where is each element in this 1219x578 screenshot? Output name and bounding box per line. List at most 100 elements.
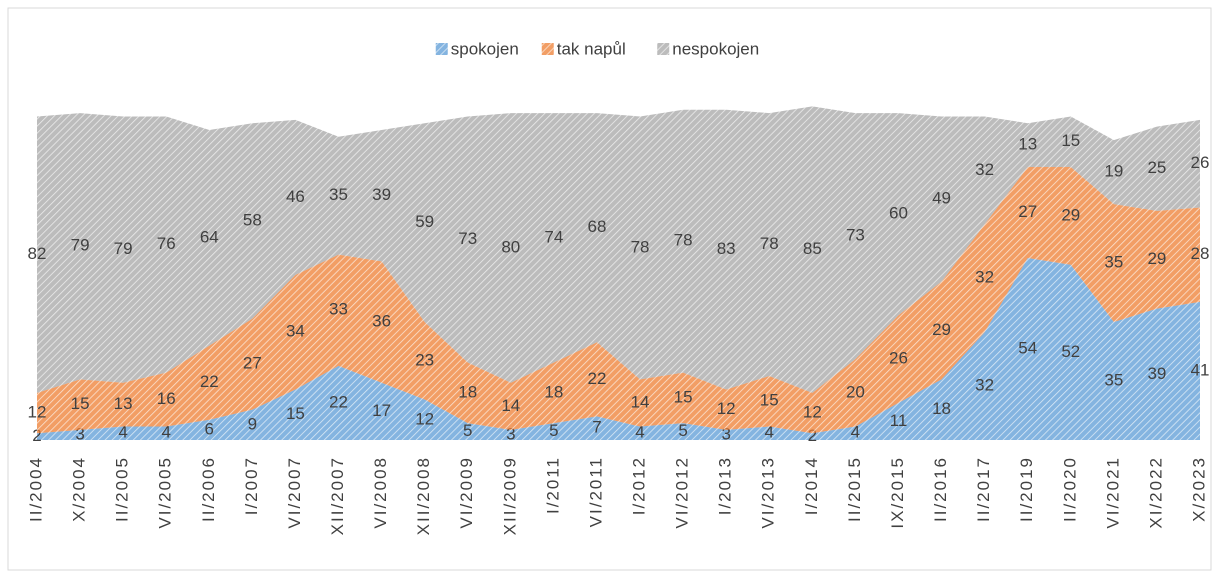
x-tick-label: I/2013 bbox=[716, 456, 735, 515]
x-tick-label: XII/2008 bbox=[414, 456, 433, 535]
data-label: 79 bbox=[114, 239, 133, 258]
x-tick-label: X/2023 bbox=[1189, 456, 1208, 522]
data-label: 3 bbox=[721, 424, 730, 443]
data-label: 83 bbox=[717, 239, 736, 258]
data-label: 5 bbox=[463, 421, 472, 440]
data-label: 5 bbox=[678, 421, 687, 440]
x-tick-label: II/2017 bbox=[974, 456, 993, 522]
legend-label: spokojen bbox=[451, 39, 519, 58]
data-label: 15 bbox=[1061, 131, 1080, 150]
data-label: 33 bbox=[329, 300, 348, 319]
data-label: 41 bbox=[1191, 360, 1210, 379]
x-tick-label: XI/2022 bbox=[1146, 456, 1165, 529]
data-label: 52 bbox=[1061, 342, 1080, 361]
x-tick-label: VI/2012 bbox=[673, 456, 692, 529]
data-label: 5 bbox=[549, 421, 558, 440]
data-label: 39 bbox=[372, 185, 391, 204]
data-label: 73 bbox=[846, 226, 865, 245]
data-label: 78 bbox=[674, 231, 693, 250]
data-label: 78 bbox=[631, 237, 650, 256]
x-tick-label: VI/2011 bbox=[586, 456, 605, 527]
data-label: 20 bbox=[846, 382, 865, 401]
data-label: 17 bbox=[372, 401, 391, 420]
data-label: 76 bbox=[157, 234, 176, 253]
x-tick-label: IX/2015 bbox=[888, 456, 907, 529]
legend-label: tak napůl bbox=[557, 39, 626, 58]
data-label: 18 bbox=[932, 399, 951, 418]
legend-swatch bbox=[541, 43, 554, 55]
x-tick-label: I/2007 bbox=[242, 456, 261, 515]
data-label: 25 bbox=[1147, 158, 1166, 177]
legend-label: nespokojen bbox=[672, 39, 759, 58]
data-label: 54 bbox=[1018, 338, 1037, 357]
data-label: 4 bbox=[765, 423, 774, 442]
data-label: 4 bbox=[118, 423, 127, 442]
x-tick-label: II/2020 bbox=[1060, 456, 1079, 522]
data-label: 4 bbox=[161, 423, 170, 442]
data-label: 26 bbox=[889, 349, 908, 368]
data-label: 36 bbox=[372, 312, 391, 331]
x-tick-label: VI/2008 bbox=[371, 456, 390, 529]
data-label: 13 bbox=[1018, 135, 1037, 154]
data-label: 2 bbox=[32, 426, 41, 445]
data-label: 18 bbox=[458, 382, 477, 401]
data-label: 3 bbox=[75, 424, 84, 443]
data-label: 18 bbox=[544, 382, 563, 401]
data-label: 15 bbox=[760, 391, 779, 410]
data-label: 49 bbox=[932, 189, 951, 208]
data-label: 11 bbox=[890, 411, 908, 430]
x-tick-label: II/2016 bbox=[931, 456, 950, 522]
data-label: 32 bbox=[975, 268, 994, 287]
data-label: 35 bbox=[1104, 371, 1123, 390]
data-label: 7 bbox=[592, 418, 601, 437]
data-label: 23 bbox=[415, 350, 434, 369]
data-label: 85 bbox=[803, 239, 822, 258]
data-label: 2 bbox=[808, 426, 817, 445]
data-label: 35 bbox=[1104, 253, 1123, 272]
data-label: 16 bbox=[157, 389, 176, 408]
data-label: 68 bbox=[588, 217, 607, 236]
x-tick-label: VI/2005 bbox=[156, 456, 175, 529]
data-label: 73 bbox=[458, 229, 477, 248]
data-label: 14 bbox=[631, 392, 650, 411]
data-label: 19 bbox=[1104, 162, 1123, 181]
x-tick-label: I/2014 bbox=[802, 456, 821, 515]
data-label: 29 bbox=[932, 320, 951, 339]
data-label: 58 bbox=[243, 210, 262, 229]
data-label: 22 bbox=[588, 369, 607, 388]
data-label: 12 bbox=[28, 403, 47, 422]
x-tick-label: VI/2013 bbox=[759, 456, 778, 529]
data-label: 64 bbox=[200, 227, 219, 246]
x-tick-label: VI/2009 bbox=[457, 456, 476, 529]
data-label: 46 bbox=[286, 187, 305, 206]
x-tick-label: II/2004 bbox=[26, 456, 45, 522]
data-label: 14 bbox=[501, 396, 520, 415]
legend-swatch bbox=[657, 43, 670, 55]
data-label: 79 bbox=[71, 236, 90, 255]
data-label: 78 bbox=[760, 234, 779, 253]
data-label: 29 bbox=[1147, 249, 1166, 268]
area bbox=[37, 167, 1200, 434]
data-label: 34 bbox=[286, 322, 305, 341]
x-tick-label: II/2006 bbox=[199, 456, 218, 522]
data-label: 4 bbox=[851, 423, 860, 442]
data-label: 12 bbox=[717, 399, 736, 418]
data-label: 35 bbox=[329, 185, 348, 204]
x-tick-label: X/2004 bbox=[70, 456, 89, 522]
data-label: 27 bbox=[1018, 202, 1037, 221]
data-label: 32 bbox=[975, 160, 994, 179]
x-tick-label: II/2015 bbox=[845, 456, 864, 522]
data-label: 15 bbox=[71, 394, 90, 413]
area bbox=[37, 258, 1200, 440]
data-label: 22 bbox=[329, 392, 348, 411]
data-label: 80 bbox=[501, 237, 520, 256]
x-tick-label: II/2005 bbox=[113, 456, 132, 522]
data-label: 13 bbox=[114, 394, 133, 413]
x-tick-label: II/2019 bbox=[1017, 456, 1036, 522]
data-label: 39 bbox=[1147, 364, 1166, 383]
data-label: 22 bbox=[200, 372, 219, 391]
data-label: 74 bbox=[544, 227, 563, 246]
data-label: 82 bbox=[28, 244, 47, 263]
data-label: 15 bbox=[286, 404, 305, 423]
